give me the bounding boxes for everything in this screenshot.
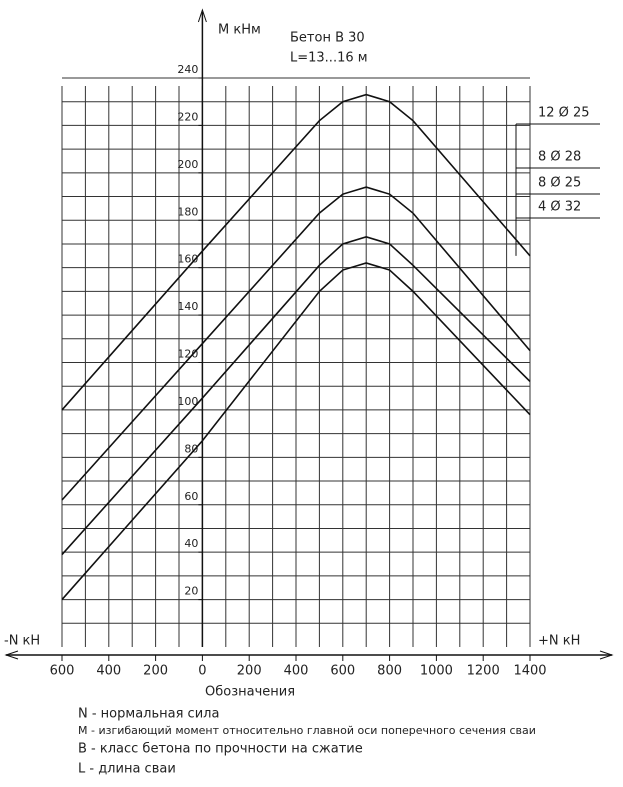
y-tick-label: 200	[177, 158, 198, 171]
x-tick-label: 400	[96, 664, 121, 679]
x-tick-label: 800	[377, 664, 402, 679]
y-tick-label: 120	[177, 348, 198, 361]
legend-line: M - изгибающий момент относительно главн…	[78, 724, 536, 737]
legend-entry: 8 Ø 25	[538, 176, 581, 191]
legend-entry: 4 Ø 32	[538, 200, 581, 215]
legend-line: N - нормальная сила	[78, 707, 219, 722]
x-tick-label: 1200	[467, 664, 500, 679]
y-tick-label: 20	[184, 585, 198, 598]
y-tick-label: 240	[177, 63, 198, 76]
y-axis-label: M кНм	[218, 23, 261, 38]
x-tick-label: 200	[237, 664, 262, 679]
legend-entry: 8 Ø 28	[538, 150, 581, 165]
x-tick-label: 600	[50, 664, 75, 679]
y-tick-label: 40	[184, 537, 198, 550]
legend-entry: 12 Ø 25	[538, 106, 590, 121]
y-tick-label: 100	[177, 395, 198, 408]
curve	[61, 236, 531, 556]
chart-subtitle: L=13...16 м	[290, 51, 368, 66]
y-axis-arrow	[197, 8, 207, 23]
legend-line: L - длина сваи	[78, 762, 176, 777]
curve	[61, 93, 531, 411]
y-tick-label: 80	[184, 442, 198, 455]
y-tick-label: 220	[177, 110, 198, 123]
curve	[61, 262, 531, 601]
x-axis-arrow	[4, 650, 614, 660]
chart-title: Бетон В 30	[290, 31, 365, 46]
legend-title: Обозначения	[205, 685, 295, 700]
x-tick-label: 0	[198, 664, 206, 679]
legend-line: B - класс бетона по прочности на сжатие	[78, 742, 363, 757]
x-tick-label: 600	[330, 664, 355, 679]
x-axis-label-left: -N кН	[4, 634, 40, 649]
x-tick-label: 1000	[420, 664, 453, 679]
x-tick-label: 400	[284, 664, 309, 679]
y-tick-label: 180	[177, 205, 198, 218]
x-tick-label: 1400	[513, 664, 546, 679]
y-tick-label: 60	[184, 490, 198, 503]
x-axis-label-right: +N кН	[538, 634, 580, 649]
y-tick-label: 140	[177, 300, 198, 313]
x-tick-label: 200	[143, 664, 168, 679]
curve	[61, 186, 531, 501]
